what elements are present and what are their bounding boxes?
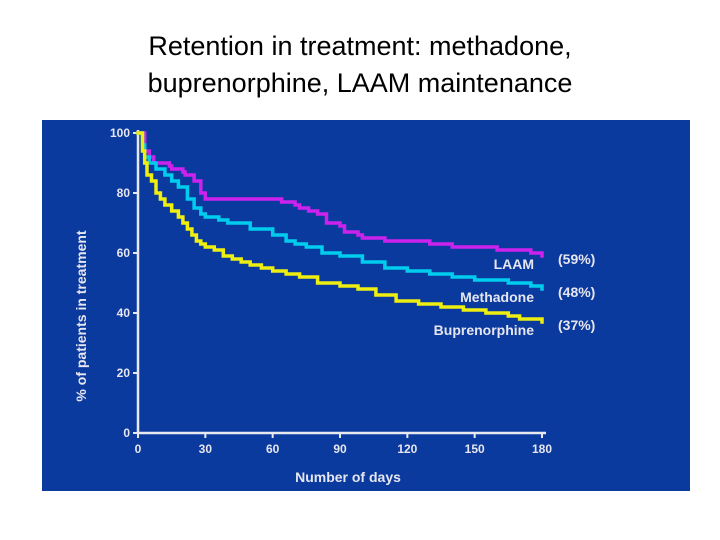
- laam-series-label: LAAM: [494, 256, 534, 272]
- y-tick-label: 0: [123, 426, 130, 440]
- series-end-labels: LAAM (59%) Methadone (48%) Buprenorphine (37%…: [434, 251, 596, 338]
- laam-end-value-label: (59%): [558, 251, 595, 267]
- x-tick-label: 150: [465, 442, 485, 456]
- methadone-series-label: Methadone: [460, 289, 534, 305]
- x-tick-label: 30: [199, 442, 213, 456]
- series-lines: [136, 131, 544, 324]
- x-tick-label: 120: [397, 442, 417, 456]
- axes: 0 20 40 60 80 100 0 30 60 90 120 150 180: [110, 126, 552, 456]
- x-axis-title: Number of days: [295, 469, 401, 485]
- x-tick-label: 180: [532, 442, 552, 456]
- y-axis-title: % of patients in treatment: [73, 230, 89, 401]
- slide-title: Retention in treatment: methadone, bupre…: [0, 28, 720, 102]
- laam-series-line: [136, 131, 544, 258]
- retention-line-chart: 0 20 40 60 80 100 0 30 60 90 120 150 180 LAAM (59%) Me…: [73, 126, 596, 485]
- y-tick-label: 20: [117, 366, 131, 380]
- y-tick-label: 80: [117, 186, 131, 200]
- retention-chart-panel: 0 20 40 60 80 100 0 30 60 90 120 150 180 LAAM (59%) Me…: [42, 120, 690, 491]
- x-tick-label: 0: [135, 442, 142, 456]
- methadone-series-line: [136, 131, 544, 291]
- slide-title-line-2: buprenorphine, LAAM maintenance: [147, 68, 573, 98]
- y-tick-label: 100: [110, 126, 130, 140]
- y-tick-label: 60: [117, 246, 131, 260]
- slide-title-line-1: Retention in treatment: methadone,: [148, 31, 572, 61]
- methadone-end-value-label: (48%): [558, 284, 595, 300]
- y-tick-label: 40: [117, 306, 131, 320]
- x-tick-label: 60: [266, 442, 280, 456]
- x-tick-label: 90: [333, 442, 347, 456]
- buprenorphine-series-line: [136, 131, 544, 324]
- buprenorphine-series-label: Buprenorphine: [434, 322, 535, 338]
- buprenorphine-end-value-label: (37%): [558, 317, 595, 333]
